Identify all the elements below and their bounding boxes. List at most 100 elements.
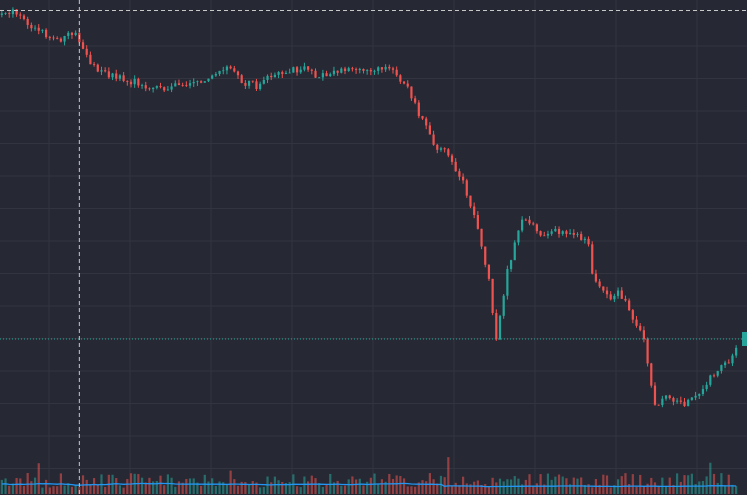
volume-bar xyxy=(443,477,446,494)
candle-down xyxy=(270,75,273,78)
candle-up xyxy=(332,70,336,75)
volume-bar xyxy=(299,487,302,494)
volume-bar xyxy=(720,473,723,494)
volume-bar xyxy=(170,477,173,494)
volume-bar xyxy=(347,479,350,494)
candle-down xyxy=(631,310,634,320)
candle-down xyxy=(679,400,682,402)
candle-up xyxy=(705,384,708,390)
candle-down xyxy=(487,264,491,279)
volume-bar xyxy=(550,479,553,494)
volume-bar xyxy=(399,476,402,494)
volume-bar xyxy=(56,486,59,494)
candle-down xyxy=(683,401,686,407)
candle-up xyxy=(439,148,443,150)
volume-bar xyxy=(22,485,26,494)
volume-bar xyxy=(701,480,705,494)
candle-down xyxy=(580,234,583,240)
candle-down xyxy=(351,68,354,70)
volume-bar xyxy=(33,477,37,494)
volume-bar xyxy=(454,482,457,494)
volume-bar xyxy=(30,481,33,494)
candle-down xyxy=(336,70,339,73)
candle-down xyxy=(37,27,40,31)
volume-bar xyxy=(628,484,631,494)
candle-down xyxy=(417,102,420,117)
volume-bar xyxy=(159,475,162,494)
volume-bar xyxy=(89,484,92,494)
volume-bar xyxy=(425,481,428,494)
volume-bar xyxy=(325,484,328,494)
candle-up xyxy=(701,389,705,395)
candle-up xyxy=(111,73,114,78)
volume-bar xyxy=(207,481,210,494)
candle-up xyxy=(288,72,291,74)
candle-down xyxy=(307,66,310,70)
volume-bar xyxy=(199,485,203,494)
volume-bar xyxy=(694,484,697,494)
candle-up xyxy=(321,73,324,78)
candle-down xyxy=(56,38,59,39)
volume-bar xyxy=(602,474,605,494)
volume-bar xyxy=(484,484,487,494)
volume-bar xyxy=(432,479,435,494)
volume-bar xyxy=(417,482,420,494)
volume-bar xyxy=(185,478,188,494)
candle-down xyxy=(428,125,431,135)
candle-up xyxy=(41,29,44,31)
current-price-marker xyxy=(742,332,747,346)
candle-down xyxy=(45,29,48,38)
volume-bar xyxy=(528,474,531,494)
candle-up xyxy=(554,228,557,232)
volume-bar xyxy=(52,486,55,494)
candle-down xyxy=(543,235,546,237)
volume-bar xyxy=(469,484,472,494)
volume-bar xyxy=(391,478,395,494)
candle-up xyxy=(568,232,572,234)
volume-bar xyxy=(653,482,657,494)
volume-bar xyxy=(709,462,712,494)
candle-up xyxy=(521,219,524,231)
candle-up xyxy=(561,231,564,234)
volume-bar xyxy=(639,474,642,494)
candle-down xyxy=(15,9,18,15)
candle-down xyxy=(458,171,461,177)
volume-bar xyxy=(487,486,491,494)
candle-down xyxy=(565,231,568,234)
volume-bar xyxy=(340,485,343,494)
candle-down xyxy=(646,339,649,364)
volume-bar xyxy=(421,480,424,494)
volume-bar xyxy=(233,479,236,494)
candle-down xyxy=(598,281,601,287)
volume-bar xyxy=(314,478,317,494)
volume-bar xyxy=(587,484,590,494)
candle-down xyxy=(229,66,232,69)
volume-bar xyxy=(428,473,431,494)
candle-down xyxy=(402,81,406,84)
volume-bar xyxy=(712,473,716,494)
candle-up xyxy=(203,81,206,83)
volume-bar xyxy=(605,475,609,494)
candle-down xyxy=(425,118,428,126)
candle-up xyxy=(550,231,553,234)
candle-up xyxy=(11,9,15,15)
candle-down xyxy=(454,161,457,172)
candle-down xyxy=(476,215,479,229)
volume-bar xyxy=(705,476,708,494)
candle-down xyxy=(380,67,384,70)
candle-down xyxy=(395,69,398,76)
candle-down xyxy=(399,75,402,82)
volume-histogram xyxy=(0,457,738,494)
candle-down xyxy=(443,148,446,150)
volume-bar xyxy=(74,484,77,494)
candle-down xyxy=(591,244,594,274)
volume-bar xyxy=(229,470,232,494)
candle-down xyxy=(727,362,730,364)
volume-bar xyxy=(495,482,498,494)
candle-down xyxy=(624,298,627,301)
candle-up xyxy=(377,67,380,71)
candle-up xyxy=(723,362,727,366)
volume-bar xyxy=(41,487,44,494)
